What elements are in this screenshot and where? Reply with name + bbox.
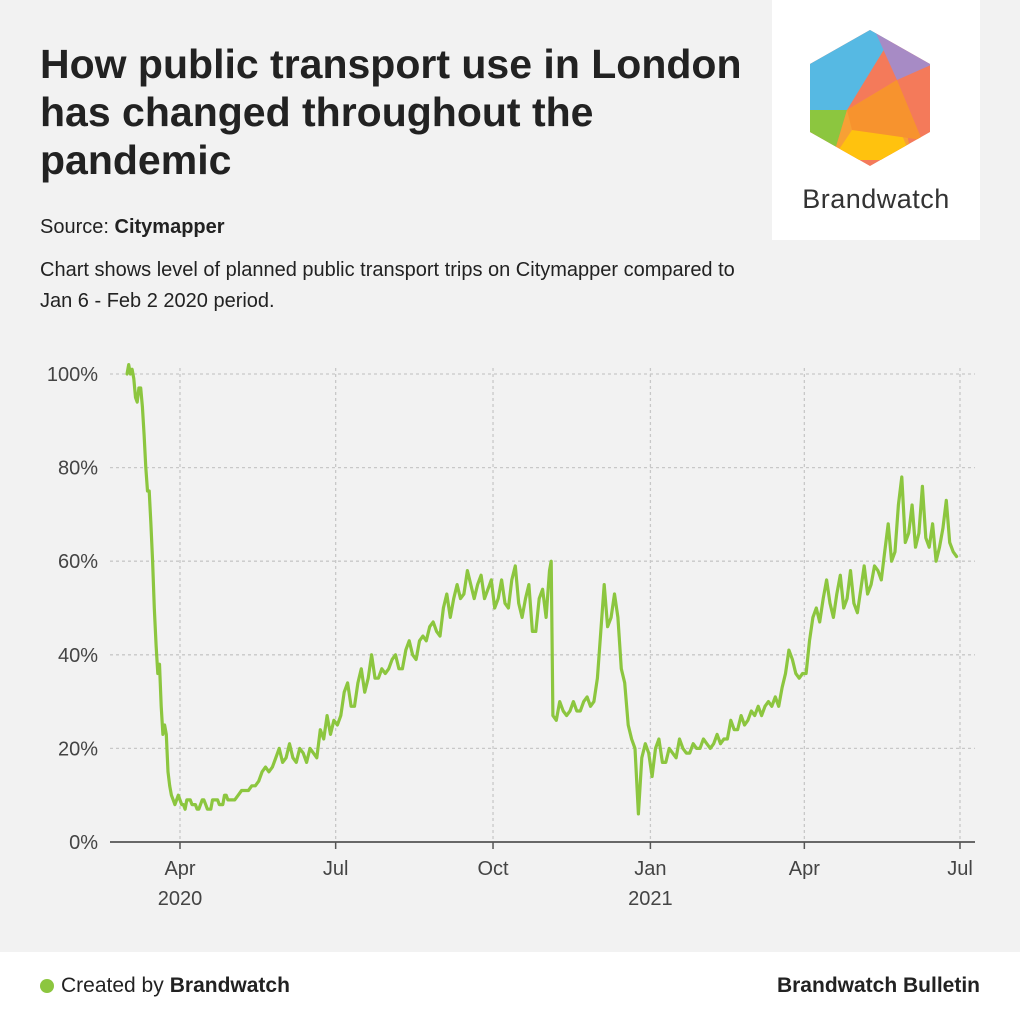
y-tick-label: 80% [58, 458, 98, 480]
created-by-label: Created by [61, 974, 164, 997]
x-tick-label: Apr [164, 858, 195, 880]
x-tick-year-label: 2020 [158, 888, 203, 910]
x-tick-label: Jul [323, 858, 349, 880]
x-tick-label: Jan [634, 858, 666, 880]
brandwatch-logo-text: Brandwatch [802, 184, 950, 214]
series-line [125, 363, 959, 816]
source-line: Source: Citymapper [40, 216, 225, 239]
footer-bulletin: Brandwatch Bulletin [776, 974, 980, 997]
created-by-name: Brandwatch [169, 974, 290, 997]
footer: Created by Brandwatch Brandwatch Bulleti… [0, 952, 1020, 1020]
y-tick-label: 20% [58, 738, 98, 760]
source-label: Source: [40, 216, 109, 238]
series-layer [125, 363, 959, 816]
y-tick-label: 40% [58, 645, 98, 667]
x-tick-label: Oct [477, 858, 509, 880]
brandwatch-hexagon-icon [810, 30, 930, 166]
y-tick-label: 60% [58, 551, 98, 573]
footer-created-by: Created by Brandwatch [40, 974, 290, 998]
y-tick-label: 100% [47, 364, 98, 386]
x-tick-label: Jul [947, 858, 973, 880]
chart-subtitle: Chart shows level of planned public tran… [40, 259, 735, 312]
green-dot-icon [40, 979, 54, 993]
x-tick-year-label: 2021 [628, 888, 673, 910]
line-chart: 0% 20% 40% 60% 80% 100% Apr 2020 Jul Oct Jan 2021 Ap… [47, 363, 975, 910]
source-name: Citymapper [114, 216, 225, 238]
x-tick-label: Apr [789, 858, 820, 880]
brandwatch-logo: Brandwatch [772, 0, 980, 240]
axis-layer: 0% 20% 40% 60% 80% 100% Apr 2020 Jul Oct Jan 2021 Ap… [47, 364, 975, 910]
y-tick-label: 0% [69, 832, 98, 854]
chart-title: How public transport use in London has c… [40, 41, 742, 183]
